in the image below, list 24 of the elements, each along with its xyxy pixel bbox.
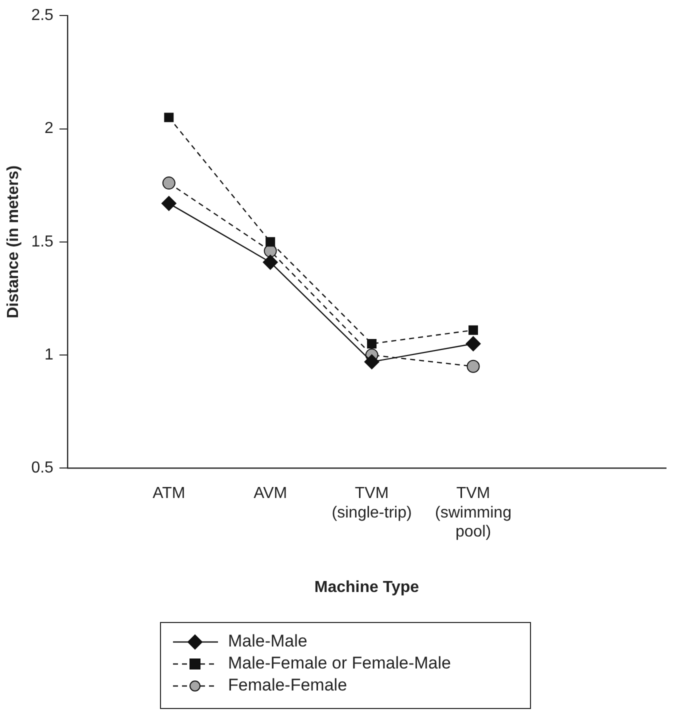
point	[367, 338, 377, 348]
y-tick-label: 1	[44, 346, 54, 364]
legend-label: Female-Female	[228, 676, 348, 695]
y-tick-label: 2	[44, 120, 54, 138]
x-tick-label: ATM	[152, 485, 186, 502]
point	[161, 196, 176, 211]
y-tick-label: 0.5	[31, 460, 54, 477]
point	[162, 176, 176, 190]
point	[466, 360, 480, 373]
x-tick-label: TVM (swimming pool)	[435, 485, 512, 541]
point	[262, 254, 278, 270]
point	[466, 336, 481, 352]
x-tick-label: TVM (single-trip)	[332, 485, 412, 522]
legend-label: Male-Female or Female-Male	[228, 654, 451, 673]
point	[364, 354, 380, 370]
y-tick-label: 1.5	[31, 233, 54, 250]
x-tick-label: AVM	[254, 485, 288, 502]
legend-label: Male-Male	[228, 632, 308, 651]
x-axis-title: Machine Type	[314, 578, 420, 596]
y-axis-title: Distance (in meters)	[5, 165, 22, 318]
point	[266, 237, 276, 247]
point	[468, 325, 478, 335]
y-tick-label: 2.5	[31, 7, 54, 24]
point	[164, 112, 174, 122]
